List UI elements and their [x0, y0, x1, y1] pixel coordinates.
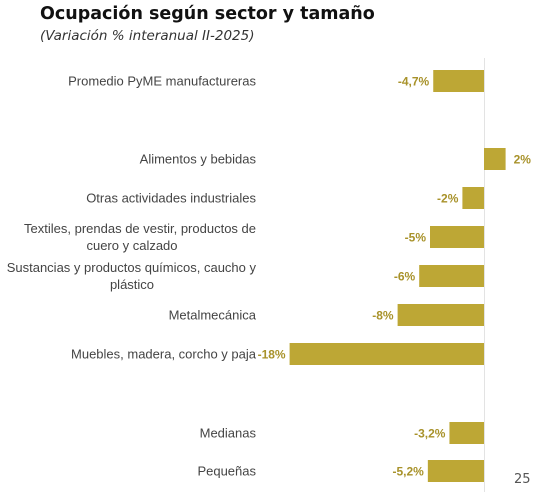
- category-label: Metalmecánica: [169, 308, 257, 323]
- category-label: Textiles, prendas de vestir, productos d…: [24, 221, 256, 253]
- chart-title: Ocupación según sector y tamaño: [40, 4, 375, 24]
- bar: [430, 226, 484, 248]
- data-label: -4,7%: [398, 75, 430, 89]
- category-label: Alimentos y bebidas: [140, 152, 257, 167]
- data-label: 2%: [514, 153, 532, 167]
- bar: [289, 343, 484, 365]
- data-label: -18%: [258, 348, 286, 362]
- bar: [419, 265, 484, 287]
- category-label: Sustancias y productos químicos, caucho …: [7, 260, 257, 292]
- page-number: 25: [514, 472, 531, 487]
- data-label: -5%: [405, 231, 427, 245]
- bar: [397, 304, 484, 326]
- category-label: Muebles, madera, corcho y paja: [71, 347, 257, 362]
- bar: [462, 187, 484, 209]
- bar: [433, 70, 484, 92]
- category-label: Medianas: [200, 426, 257, 441]
- data-label: -6%: [394, 270, 416, 284]
- bar: [484, 148, 506, 170]
- data-label: -8%: [372, 309, 394, 323]
- category-label: Promedio PyME manufactureras: [68, 74, 256, 89]
- bar: [427, 460, 484, 482]
- data-label: -5,2%: [392, 465, 424, 479]
- data-label: -2%: [437, 192, 459, 206]
- category-label: Pequeñas: [197, 464, 256, 479]
- chart-subtitle: (Variación % interanual II-2025): [40, 28, 255, 44]
- data-label: -3,2%: [414, 427, 446, 441]
- bar: [449, 422, 484, 444]
- category-label: Otras actividades industriales: [86, 191, 256, 206]
